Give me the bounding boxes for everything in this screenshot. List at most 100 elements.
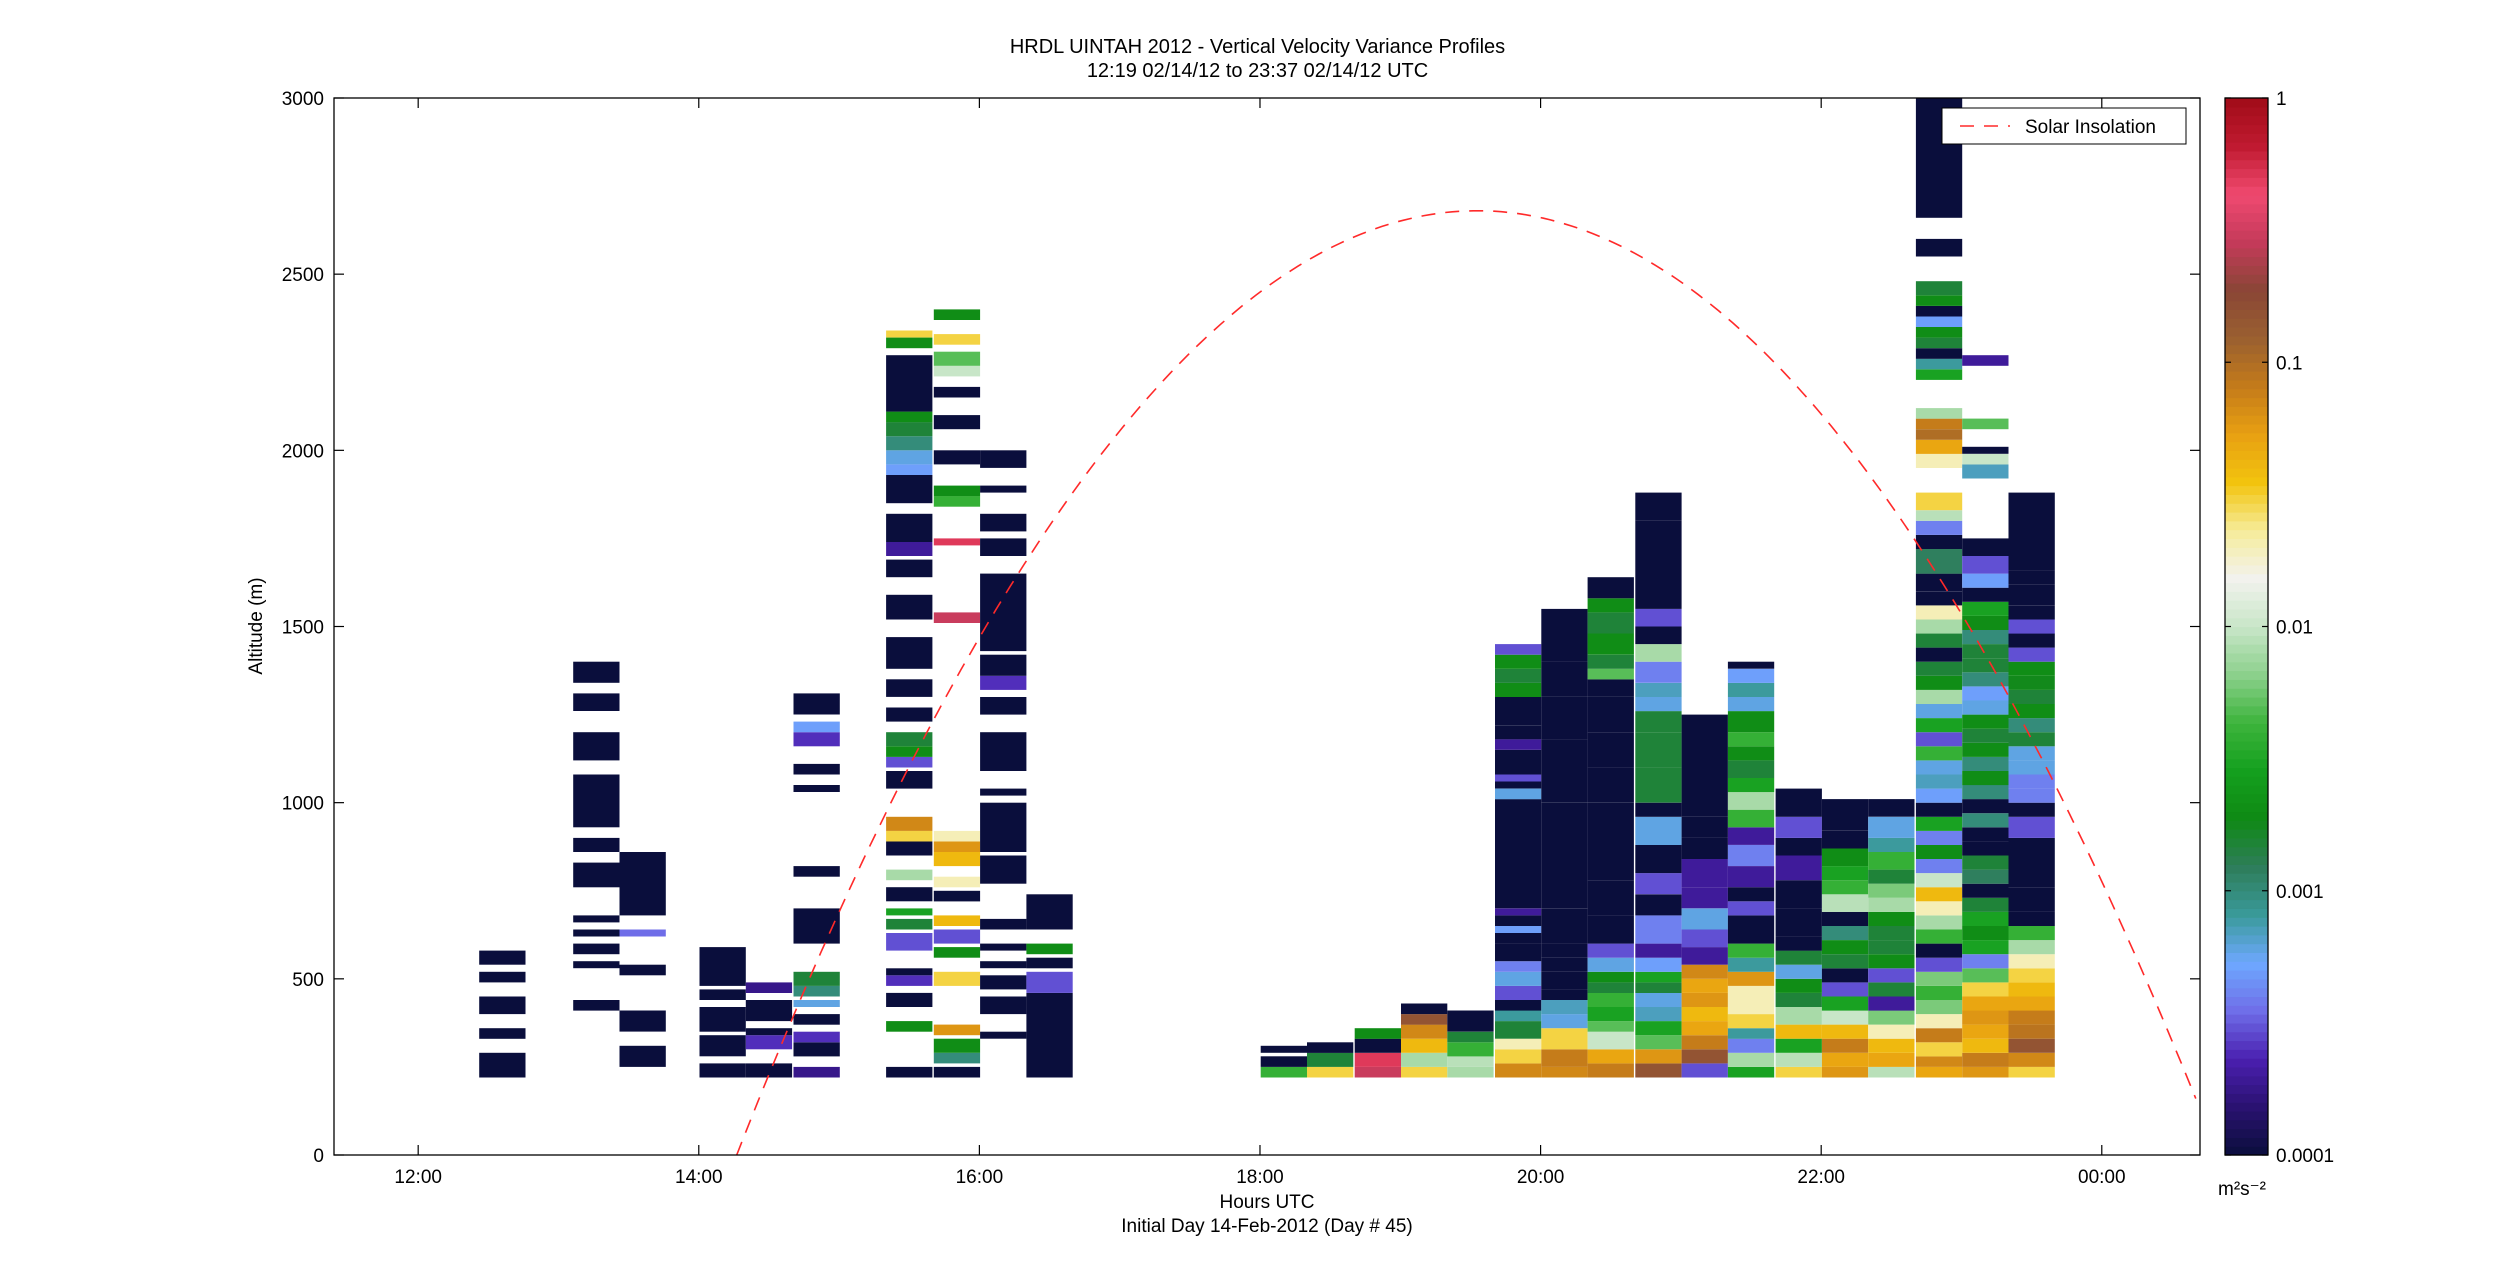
heatmap-cell [619,929,666,937]
colorbar-band [2225,952,2268,962]
heatmap-cell [2008,619,2055,634]
heatmap-cell [933,841,981,852]
heatmap-cell [886,1021,933,1032]
heatmap-cell [2008,1038,2055,1053]
heatmap-cell [1775,1066,1822,1078]
colorbar-band [2225,282,2268,293]
heatmap-cell [1587,732,1634,768]
colorbar-band [2225,1137,2268,1147]
heatmap-cell [2008,647,2055,662]
heatmap-cell [886,422,933,437]
colorbar-band [2225,379,2268,390]
heatmap-cell [1495,682,1542,697]
heatmap-cell [933,485,981,497]
heatmap-cell [1962,742,2009,757]
colorbar-band [2225,1031,2268,1042]
heatmap-cell [1727,1066,1775,1078]
heatmap-cell [1962,827,2009,842]
heatmap-cell [1681,887,1728,909]
heatmap-cell [1727,682,1775,697]
heatmap-cell [1915,295,1963,306]
heatmap-cell [1868,954,1915,969]
heatmap-cell [1962,556,2009,574]
heatmap-cell [1775,992,1822,1007]
colorbar-band [2225,124,2268,134]
heatmap-cell [1915,718,1963,733]
heatmap-cell [1868,982,1915,997]
heatmap-cell [1026,894,1073,930]
heatmap-cell [1915,619,1963,634]
heatmap-cell [1401,1003,1448,1015]
heatmap-cell [1727,866,1775,888]
heatmap-cell [1915,633,1963,648]
legend-box [1941,107,2187,145]
heatmap-cell [886,975,933,986]
heatmap-cell [1447,1056,1494,1067]
colorbar-band [2225,749,2268,760]
heatmap-cell [1962,453,2009,465]
x-tick-label: 16:00 [956,1167,1004,1188]
heatmap-cell [886,707,933,722]
heatmap-cell [886,968,933,976]
heatmap-cell [1962,464,2009,479]
heatmap-cell [2008,788,2055,803]
heatmap-cell [1727,943,1775,958]
heatmap-cell [886,933,933,951]
heatmap-cell [1495,707,1542,726]
colorbar-band [2225,388,2268,399]
heatmap-cell [1915,573,1963,592]
heatmap-cell [886,541,933,556]
heatmap-cell [1495,781,1542,789]
colorbar-band [2225,1049,2268,1059]
heatmap-cell [2008,940,2055,955]
colorbar-band [2225,238,2268,249]
heatmap-cell [793,732,840,747]
colorbar-band [2225,256,2268,266]
colorbar-tick-label: 0.1 [2276,353,2302,374]
heatmap-cell [980,450,1027,468]
colorbar-gradient [2225,98,2268,1156]
heatmap-cell [1681,1007,1728,1022]
heatmap-cell [1495,739,1542,750]
heatmap-cell [1681,992,1728,1007]
heatmap-cell [1915,915,1963,930]
x-tick-label: 20:00 [1517,1167,1565,1188]
heatmap-cell [1587,971,1634,983]
heatmap-cell [1541,608,1588,662]
heatmap-cell [1587,598,1634,613]
heatmap-cell [1821,880,1869,895]
heatmap-cell [1541,802,1588,845]
heatmap-cell [1495,933,1542,944]
heatmap-cell [1821,1052,1869,1067]
heatmap-cell [1868,897,1915,912]
heatmap-cell [2008,774,2055,789]
heatmap-cell [1962,813,2009,828]
heatmap-cell [619,1010,666,1032]
colorbar-band [2225,230,2268,240]
x-tick-label: 22:00 [1797,1167,1845,1188]
heatmap-cell [933,612,981,623]
heatmap-cell [933,1066,981,1078]
heatmap-cell [886,464,933,475]
colorbar-band [2225,432,2268,443]
colorbar-tick-label: 0.01 [2276,618,2313,639]
heatmap-cell [1962,1024,2009,1039]
heatmap-cell [1587,880,1634,916]
heatmap-cell [1821,799,1869,831]
heatmap-cell [1541,926,1588,944]
heatmap-cell [2008,633,2055,648]
heatmap-cell [886,1066,933,1078]
chart-subtitle: 12:19 02/14/12 to 23:37 02/14/12 UTC [1086,60,1429,82]
heatmap-cell [1915,418,1963,430]
colorbar-band [2225,846,2268,857]
heatmap-cell [933,450,981,465]
heatmap-cell [1635,992,1682,1007]
heatmap-cell [1401,1052,1448,1067]
colorbar-band [2225,441,2268,451]
heatmap-cell [1962,418,2009,430]
colorbar-band [2225,1084,2268,1094]
heatmap-cell [1775,964,1822,979]
colorbar-band [2225,635,2268,645]
heatmap-cell [1495,943,1542,962]
heatmap-cell [1915,704,1963,719]
